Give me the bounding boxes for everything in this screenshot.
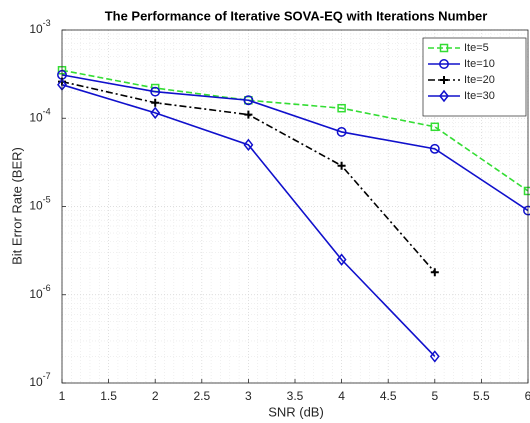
marker bbox=[337, 161, 346, 170]
x-tick-label: 3 bbox=[245, 389, 252, 403]
x-tick-label: 4.5 bbox=[380, 389, 397, 403]
ticks: 1 1.5 2 2.5 3 3.5 4 4.5 5 5.5 6 10-7 10-6 10-5 10-4 10-… bbox=[29, 18, 530, 403]
marker bbox=[439, 89, 449, 103]
x-tick-label: 4 bbox=[338, 389, 345, 403]
x-tick-label: 3.5 bbox=[287, 389, 304, 403]
marker bbox=[430, 122, 440, 132]
marker bbox=[244, 110, 253, 119]
series-line bbox=[61, 74, 529, 212]
marker bbox=[336, 253, 347, 266]
legend-label: Ite=10 bbox=[464, 58, 495, 70]
marker bbox=[439, 43, 449, 53]
marker bbox=[243, 138, 254, 152]
legend: Ite=5 Ite=10 Ite=20 Ite=30 bbox=[422, 37, 527, 117]
x-tick-label: 6 bbox=[525, 389, 530, 403]
x-tick-label: 1.5 bbox=[100, 389, 117, 403]
y-axis-label: Bit Error Rate (BER) bbox=[9, 147, 24, 265]
x-tick-label: 1 bbox=[59, 389, 66, 403]
series-layer bbox=[57, 65, 530, 363]
marker bbox=[243, 95, 254, 106]
marker bbox=[336, 126, 347, 137]
series-line bbox=[61, 83, 436, 357]
marker bbox=[150, 86, 161, 97]
series-line bbox=[61, 69, 529, 192]
legend-label: Ite=30 bbox=[464, 90, 495, 102]
x-tick-label: 5.5 bbox=[473, 389, 490, 403]
marker bbox=[429, 143, 440, 154]
x-tick-label: 2.5 bbox=[193, 389, 210, 403]
y-tick-label: 10-6 bbox=[29, 283, 50, 301]
marker bbox=[151, 98, 160, 107]
series-line bbox=[61, 80, 436, 273]
x-tick-label: 5 bbox=[431, 389, 438, 403]
legend-label: Ite=20 bbox=[464, 74, 495, 86]
marker bbox=[150, 106, 161, 120]
marker bbox=[430, 268, 439, 277]
marker bbox=[439, 59, 449, 69]
legend-label: Ite=5 bbox=[464, 42, 489, 54]
x-axis-label: SNR (dB) bbox=[268, 404, 324, 419]
chart-title: The Performance of Iterative SOVA-EQ wit… bbox=[105, 8, 488, 23]
y-tick-label: 10-3 bbox=[29, 18, 50, 36]
marker bbox=[337, 103, 346, 113]
marker bbox=[440, 76, 448, 84]
y-tick-label: 10-7 bbox=[29, 371, 50, 389]
x-tick-label: 2 bbox=[152, 389, 159, 403]
y-tick-label: 10-4 bbox=[29, 107, 50, 125]
marker bbox=[429, 350, 440, 363]
y-tick-label: 10-5 bbox=[29, 195, 50, 213]
